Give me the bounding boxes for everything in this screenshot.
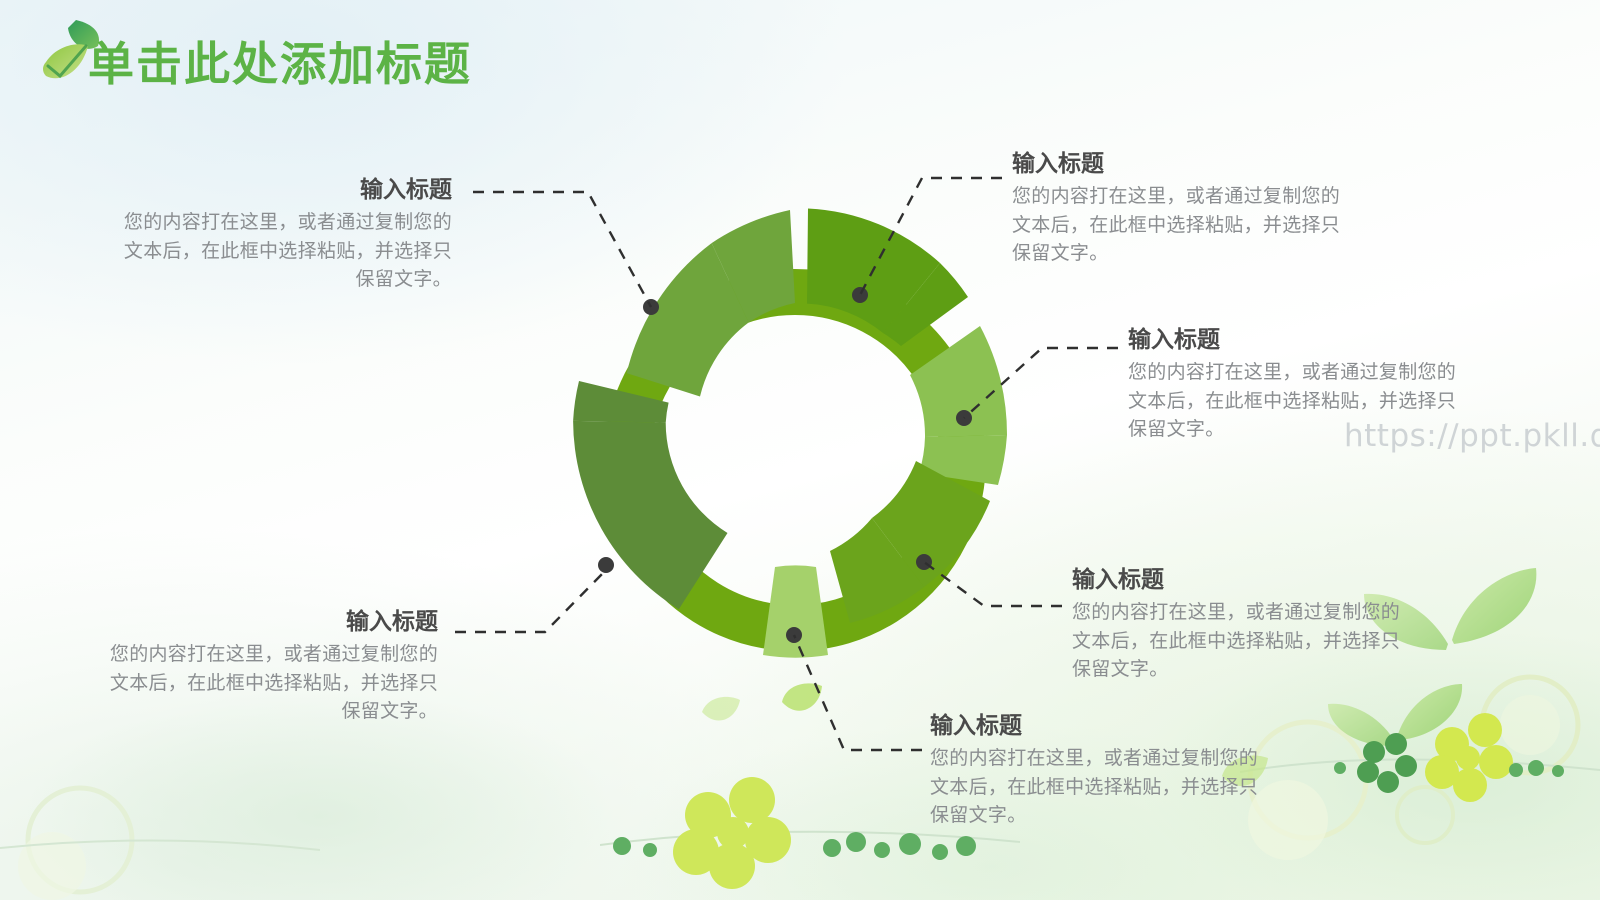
callout-body: 您的内容打在这里，或者通过复制您的文本后，在此框中选择粘贴，并选择只保留文字。 bbox=[1128, 362, 1457, 440]
donut-segment-bottom-right[interactable] bbox=[872, 461, 990, 587]
callout-top-right: 输入标题 您的内容打在这里，或者通过复制您的文本后，在此框中选择粘贴，并选择只保… bbox=[1012, 150, 1342, 268]
leaf-logo-icon bbox=[43, 20, 100, 79]
donut-segment-top-left[interactable] bbox=[711, 210, 795, 323]
donut-segment-bottom-center[interactable] bbox=[763, 565, 828, 658]
callout-bottom-right: 输入标题 您的内容打在这里，或者通过复制您的文本后，在此框中选择粘贴，并选择只保… bbox=[1072, 566, 1402, 684]
donut-segment-bottom-left[interactable] bbox=[573, 420, 728, 610]
connector-dot-bottom-left bbox=[598, 557, 614, 573]
circle-decoration-bottom-left bbox=[0, 785, 320, 900]
donut-segment-top-left-b bbox=[626, 243, 749, 397]
connector-dot-top-left bbox=[643, 299, 659, 315]
callout-body: 您的内容打在这里，或者通过复制您的文本后，在此框中选择粘贴，并选择只保留文字。 bbox=[109, 644, 438, 722]
callout-title: 输入标题 bbox=[346, 608, 438, 634]
donut-segment-bottom-left-outer bbox=[573, 381, 669, 423]
donut-segment-bottom-right-b bbox=[830, 518, 924, 623]
slide-header: 单击此处添加标题 bbox=[0, 0, 1600, 110]
connector-dot-right bbox=[956, 410, 972, 426]
callout-title: 输入标题 bbox=[1128, 326, 1220, 352]
callout-body: 您的内容打在这里，或者通过复制您的文本后，在此框中选择粘贴，并选择只保留文字。 bbox=[123, 212, 452, 290]
callout-title: 输入标题 bbox=[930, 712, 1022, 738]
connector-dot-bottom-center bbox=[786, 627, 802, 643]
callout-right: 输入标题 您的内容打在这里，或者通过复制您的文本后，在此框中选择粘贴，并选择只保… bbox=[1128, 326, 1458, 444]
callout-body: 您的内容打在这里，或者通过复制您的文本后，在此框中选择粘贴，并选择只保留文字。 bbox=[930, 748, 1259, 826]
donut-segment-right-b bbox=[919, 435, 1007, 485]
callout-body: 您的内容打在这里，或者通过复制您的文本后，在此框中选择粘贴，并选择只保留文字。 bbox=[1072, 602, 1401, 680]
callout-title: 输入标题 bbox=[360, 176, 452, 202]
callout-title: 输入标题 bbox=[1012, 150, 1104, 176]
donut-chart bbox=[573, 208, 1008, 658]
callout-bottom-center: 输入标题 您的内容打在这里，或者通过复制您的文本后，在此框中选择粘贴，并选择只保… bbox=[930, 712, 1260, 830]
connector-dot-bottom-right bbox=[916, 554, 932, 570]
watermark: https://ppt.pkll.de bbox=[1344, 418, 1600, 454]
callout-top-left: 输入标题 您的内容打在这里，或者通过复制您的文本后，在此框中选择粘贴，并选择只保… bbox=[122, 176, 452, 294]
callout-bottom-left: 输入标题 您的内容打在这里，或者通过复制您的文本后，在此框中选择粘贴，并选择只保… bbox=[108, 608, 438, 726]
callout-body: 您的内容打在这里，或者通过复制您的文本后，在此框中选择粘贴，并选择只保留文字。 bbox=[1012, 186, 1341, 264]
connector-dot-top-right bbox=[852, 287, 868, 303]
callout-title: 输入标题 bbox=[1072, 566, 1164, 592]
page-title: 单击此处添加标题 bbox=[88, 38, 472, 90]
